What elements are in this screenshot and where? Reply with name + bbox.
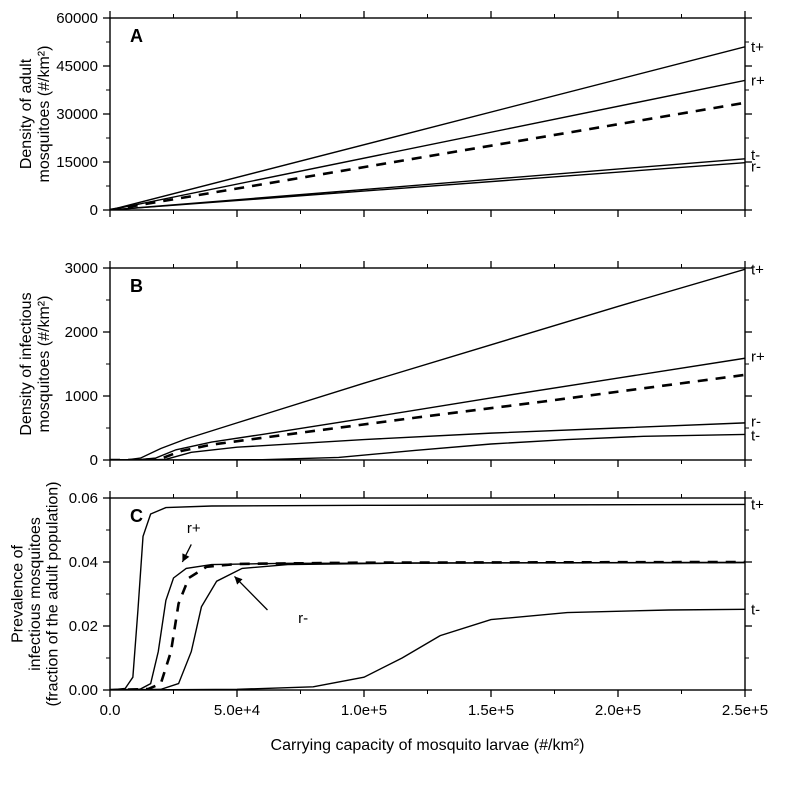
y-tick-label: 0.04 [69, 554, 98, 571]
series-label: t- [751, 428, 760, 445]
series-t+ [110, 504, 745, 690]
y-axis-label: Density of adultmosquitoes (#/km²) [18, 46, 53, 183]
series-label: r+ [751, 348, 765, 365]
y-tick-label: 0 [90, 202, 98, 219]
panel-frame [110, 18, 745, 210]
series-t+ [110, 269, 745, 460]
arrow-label: r- [298, 610, 308, 627]
panel-letter: A [130, 26, 143, 46]
arrow [182, 544, 191, 562]
panel-B: 0100020003000t+r+r-t-BDensity of infecti… [18, 260, 765, 469]
series-r- [110, 562, 745, 690]
x-tick-label: 1.0e+5 [341, 702, 387, 719]
series-r- [110, 423, 745, 460]
series-label: t- [751, 601, 760, 618]
figure-svg: 015000300004500060000t+r+t-r-ADensity of… [0, 0, 785, 785]
panel-A: 015000300004500060000t+r+t-r-ADensity of… [18, 10, 765, 219]
x-tick-label: 2.0e+5 [595, 702, 641, 719]
series-base [110, 562, 745, 690]
series-label: r+ [751, 72, 765, 89]
y-tick-label: 0 [90, 452, 98, 469]
x-tick-label: 2.5e+5 [722, 702, 768, 719]
series-base [110, 103, 745, 210]
x-tick-label: 0.0 [100, 702, 121, 719]
series-t- [110, 609, 745, 690]
panel-frame [110, 498, 745, 690]
series-label: t+ [751, 39, 764, 56]
series-label: t+ [751, 261, 764, 278]
series-r+ [110, 563, 745, 690]
panel-C: 0.00 0.02 0.04 0.06 0.0 5.0e+4 1.0e+5 1.5e+5 2.0… [9, 481, 768, 719]
x-tick-label: 5.0e+4 [214, 702, 260, 719]
panel-letter: C [130, 506, 143, 526]
y-tick-label: 0.00 [69, 682, 98, 699]
series-label: t+ [751, 496, 764, 513]
x-axis-label: Carrying capacity of mosquito larvae (#/… [271, 737, 585, 754]
y-tick-label: 3000 [65, 260, 98, 277]
y-tick-label: 45000 [56, 58, 98, 75]
x-tick-label: 1.5e+5 [468, 702, 514, 719]
y-axis-label: Prevalence ofinfectious mosquitoes(fract… [9, 481, 61, 706]
series-t+ [110, 47, 745, 210]
panel-letter: B [130, 276, 143, 296]
arrow-label: r+ [187, 520, 201, 537]
y-tick-label: 2000 [65, 324, 98, 341]
series-label: r- [751, 158, 761, 175]
y-tick-label: 0.02 [69, 618, 98, 635]
series-r+ [110, 80, 745, 210]
y-tick-label: 60000 [56, 10, 98, 27]
y-tick-label: 30000 [56, 106, 98, 123]
series-r- [110, 163, 745, 210]
y-tick-label: 15000 [56, 154, 98, 171]
y-tick-label: 0.06 [69, 490, 98, 507]
y-axis-label: Density of infectiousmosquitoes (#/km²) [18, 292, 53, 435]
series-base [110, 375, 745, 460]
y-tick-label: 1000 [65, 388, 98, 405]
arrow [234, 576, 267, 610]
